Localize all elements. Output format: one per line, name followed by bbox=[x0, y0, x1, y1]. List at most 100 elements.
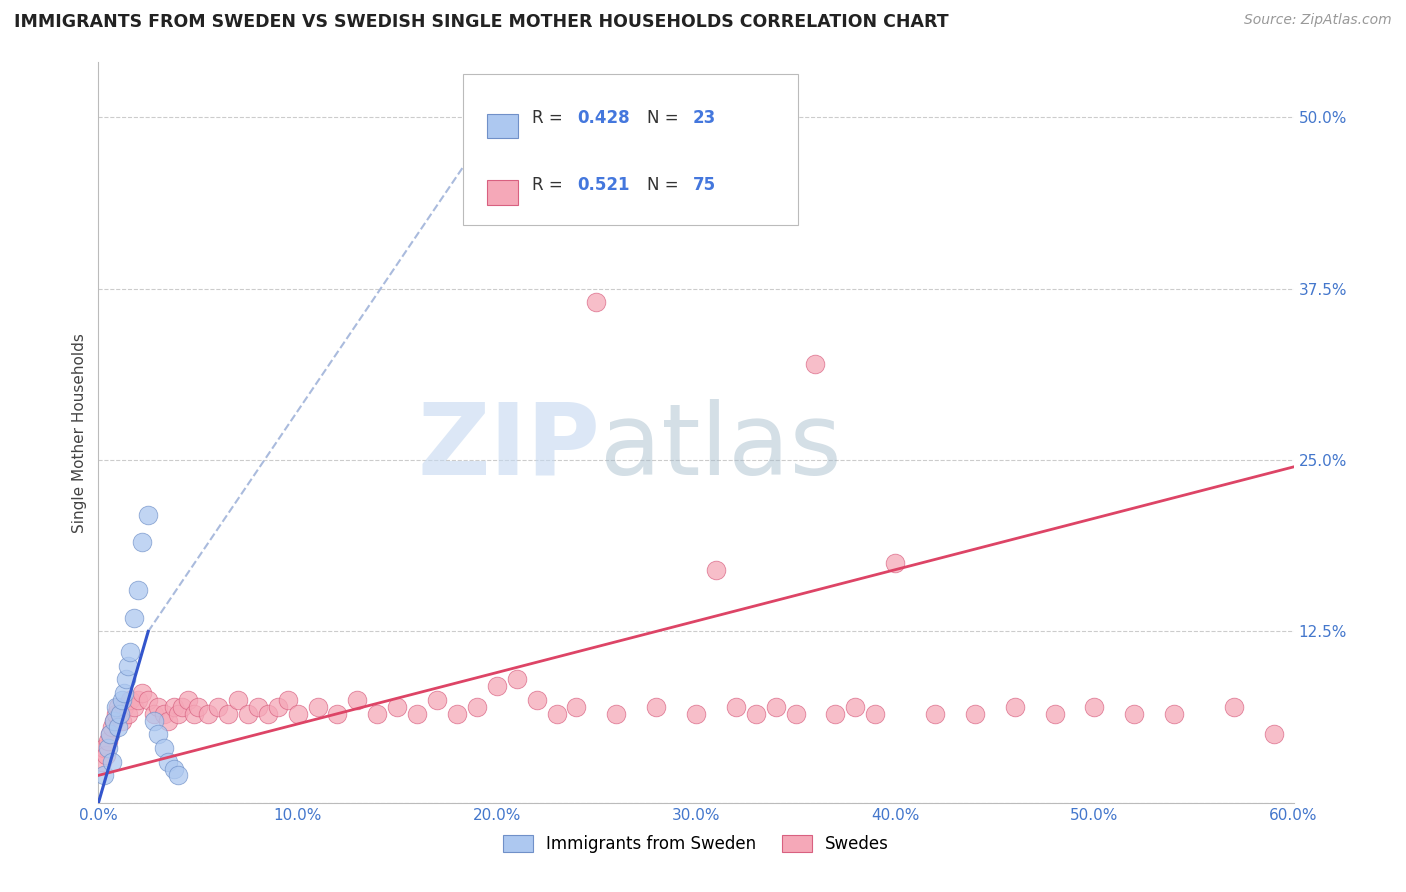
Point bbox=[96, 747, 118, 762]
Point bbox=[765, 699, 787, 714]
Point bbox=[103, 714, 125, 728]
Point bbox=[143, 714, 166, 728]
Text: Source: ZipAtlas.com: Source: ZipAtlas.com bbox=[1244, 13, 1392, 28]
Point bbox=[446, 706, 468, 721]
Point bbox=[112, 699, 135, 714]
Point bbox=[844, 699, 866, 714]
Point bbox=[107, 720, 129, 734]
Point bbox=[93, 768, 115, 782]
Point bbox=[485, 679, 508, 693]
Point bbox=[465, 699, 488, 714]
Text: atlas: atlas bbox=[600, 399, 842, 496]
Point bbox=[127, 693, 149, 707]
Point bbox=[148, 727, 170, 741]
Text: N =: N = bbox=[647, 176, 683, 194]
Point bbox=[287, 706, 309, 721]
Point bbox=[346, 693, 368, 707]
Point bbox=[97, 734, 120, 748]
Point bbox=[197, 706, 219, 721]
Point bbox=[143, 706, 166, 721]
Point bbox=[131, 535, 153, 549]
Point bbox=[585, 295, 607, 310]
Point bbox=[120, 693, 142, 707]
Point bbox=[1223, 699, 1246, 714]
Point bbox=[163, 699, 186, 714]
Point bbox=[226, 693, 249, 707]
Text: 23: 23 bbox=[692, 109, 716, 127]
Point bbox=[117, 658, 139, 673]
Point bbox=[157, 714, 180, 728]
Point bbox=[163, 762, 186, 776]
Point bbox=[124, 610, 146, 624]
Point bbox=[187, 699, 209, 714]
Point bbox=[111, 714, 134, 728]
Point bbox=[546, 706, 568, 721]
Point bbox=[101, 755, 124, 769]
Point bbox=[385, 699, 409, 714]
Point bbox=[172, 699, 194, 714]
Point bbox=[804, 357, 827, 371]
Point bbox=[1043, 706, 1066, 721]
FancyBboxPatch shape bbox=[486, 114, 517, 138]
Point bbox=[167, 768, 190, 782]
Point bbox=[91, 755, 114, 769]
Point bbox=[148, 699, 170, 714]
Point bbox=[1263, 727, 1285, 741]
Point bbox=[963, 706, 986, 721]
Legend: Immigrants from Sweden, Swedes: Immigrants from Sweden, Swedes bbox=[495, 826, 897, 861]
Point bbox=[865, 706, 887, 721]
Point bbox=[256, 706, 278, 721]
Point bbox=[785, 706, 807, 721]
Point bbox=[110, 706, 132, 721]
Point bbox=[98, 727, 122, 741]
Point bbox=[267, 699, 290, 714]
Text: R =: R = bbox=[533, 109, 568, 127]
Point bbox=[105, 699, 128, 714]
Point bbox=[246, 699, 269, 714]
Point bbox=[406, 706, 429, 721]
Point bbox=[645, 699, 668, 714]
Text: 0.521: 0.521 bbox=[578, 176, 630, 194]
Point bbox=[120, 645, 142, 659]
Point bbox=[724, 699, 747, 714]
Text: 0.428: 0.428 bbox=[578, 109, 630, 127]
Text: R =: R = bbox=[533, 176, 568, 194]
Point bbox=[526, 693, 548, 707]
Point bbox=[107, 699, 129, 714]
Point bbox=[136, 508, 159, 522]
Text: 75: 75 bbox=[692, 176, 716, 194]
Point bbox=[236, 706, 259, 721]
Point bbox=[704, 563, 727, 577]
Point bbox=[506, 673, 529, 687]
Point bbox=[112, 686, 135, 700]
Point bbox=[117, 706, 139, 721]
Point bbox=[605, 706, 627, 721]
Point bbox=[157, 755, 180, 769]
Text: N =: N = bbox=[647, 109, 683, 127]
Point bbox=[115, 673, 138, 687]
Point bbox=[884, 556, 907, 570]
Point bbox=[1083, 699, 1105, 714]
Point bbox=[745, 706, 768, 721]
Point bbox=[326, 706, 349, 721]
Point bbox=[111, 693, 134, 707]
Point bbox=[277, 693, 299, 707]
Point bbox=[207, 699, 229, 714]
Point bbox=[1123, 706, 1146, 721]
Point bbox=[307, 699, 329, 714]
Point bbox=[565, 699, 588, 714]
Point bbox=[124, 699, 146, 714]
Point bbox=[177, 693, 200, 707]
Point bbox=[103, 714, 125, 728]
Point bbox=[824, 706, 846, 721]
Point bbox=[1163, 706, 1185, 721]
Point bbox=[127, 583, 149, 598]
FancyBboxPatch shape bbox=[463, 73, 797, 226]
Point bbox=[183, 706, 205, 721]
Point bbox=[217, 706, 239, 721]
Point bbox=[366, 706, 388, 721]
Point bbox=[93, 741, 115, 756]
Point bbox=[131, 686, 153, 700]
Text: IMMIGRANTS FROM SWEDEN VS SWEDISH SINGLE MOTHER HOUSEHOLDS CORRELATION CHART: IMMIGRANTS FROM SWEDEN VS SWEDISH SINGLE… bbox=[14, 13, 949, 31]
Point bbox=[110, 706, 132, 721]
